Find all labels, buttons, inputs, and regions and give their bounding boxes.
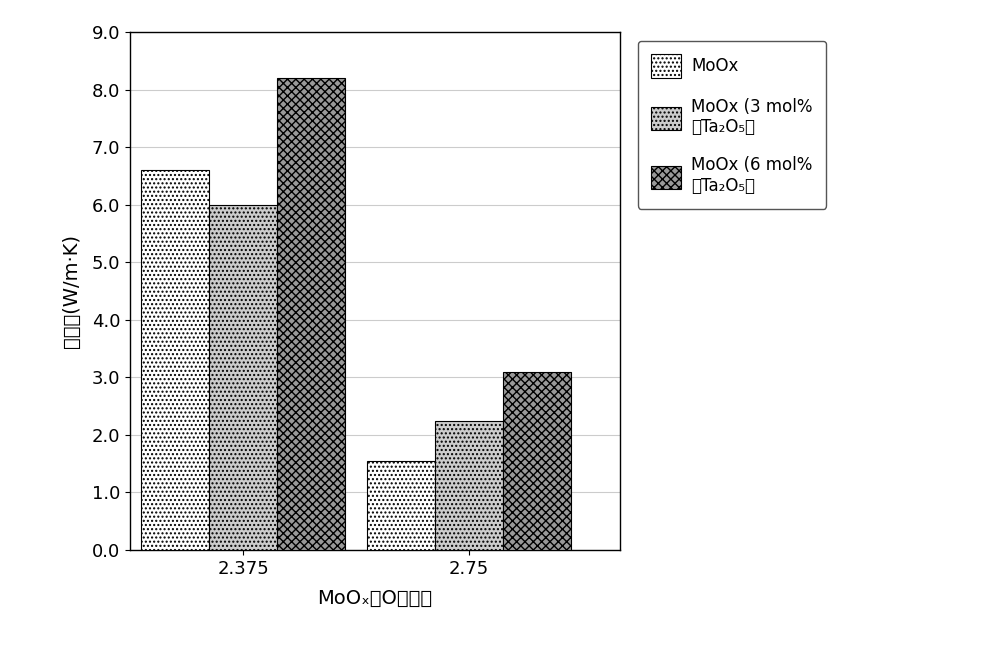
Bar <box>503 371 571 550</box>
Legend: MoOx, MoOx (3 mol%
的Ta₂O₅）, MoOx (6 mol%
的Ta₂O₅）: MoOx, MoOx (3 mol% 的Ta₂O₅）, MoOx (6 mol%… <box>638 41 826 208</box>
Bar <box>141 170 209 550</box>
Bar <box>277 78 345 550</box>
Bar <box>367 461 435 550</box>
Y-axis label: 热导率(W/m·K): 热导率(W/m·K) <box>62 234 81 348</box>
X-axis label: MoOₓ中O的比例: MoOₓ中O的比例 <box>317 589 433 608</box>
Bar <box>209 205 277 550</box>
Bar <box>435 421 503 550</box>
